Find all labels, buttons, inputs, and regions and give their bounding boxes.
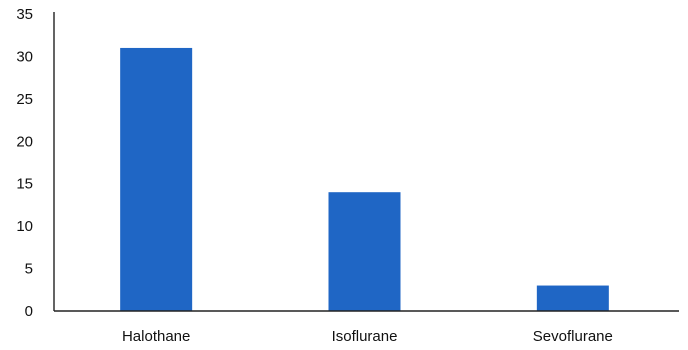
x-tick-label-halothane: Halothane xyxy=(122,328,190,345)
y-tick-label: 5 xyxy=(25,261,33,278)
y-tick-label: 20 xyxy=(16,133,33,150)
bar-halothane xyxy=(120,47,193,311)
y-tick-label: 35 xyxy=(16,6,33,23)
y-tick-label: 30 xyxy=(16,48,33,65)
x-tick-label-sevoflurane: Sevoflurane xyxy=(533,328,613,345)
x-axis-labels: Halothane Isoflurane Sevoflurane xyxy=(122,328,613,345)
bar-isoflurane xyxy=(328,192,401,311)
y-tick-label: 10 xyxy=(16,218,33,235)
y-axis-ticks: 0 5 10 15 20 25 30 35 xyxy=(16,6,33,320)
bar-sevoflurane xyxy=(536,285,609,311)
y-tick-label: 25 xyxy=(16,91,33,108)
bars xyxy=(120,47,609,311)
y-tick-label: 0 xyxy=(25,303,33,320)
x-tick-label-isoflurane: Isoflurane xyxy=(332,328,398,345)
y-tick-label: 15 xyxy=(16,176,33,193)
